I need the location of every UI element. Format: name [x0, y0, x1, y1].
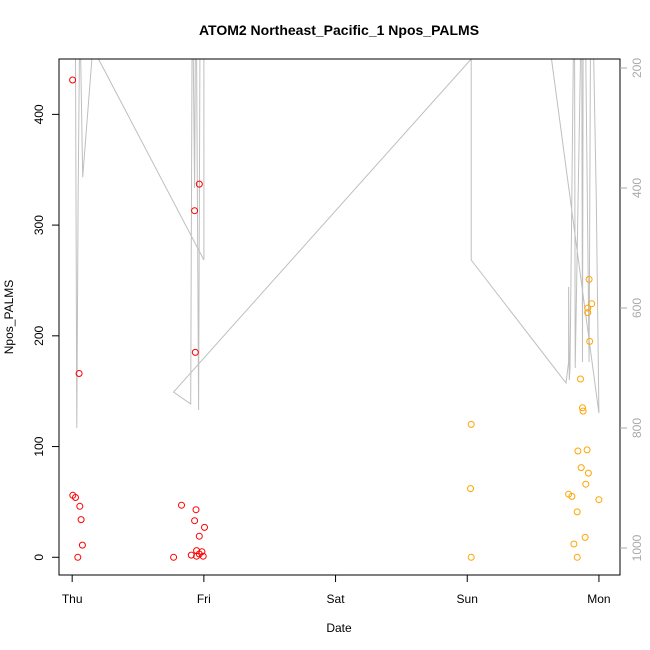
altitude-line-layer — [72, 59, 600, 429]
right-axis-tick-label: 1000 — [630, 534, 644, 561]
x-tick-label: Thu — [62, 592, 83, 606]
orange-data-point — [579, 404, 586, 412]
x-axis: Thu Fri Sat Sun Mon — [62, 575, 611, 606]
altitude-line — [72, 59, 600, 429]
right-axis: 200 400 600 800 1000 — [620, 58, 644, 561]
red-data-point — [76, 502, 84, 510]
orange-data-point — [467, 420, 475, 428]
y-tick-label: 100 — [32, 436, 46, 456]
x-tick-label: Sun — [457, 592, 478, 606]
y-tick-label: 300 — [32, 215, 46, 235]
orange-data-point — [583, 446, 591, 454]
red-data-point — [191, 517, 199, 525]
red-data-point — [195, 532, 203, 540]
orange-data-point — [467, 553, 475, 561]
orange-data-point — [574, 447, 582, 455]
red-data-point — [201, 523, 208, 531]
red-data-point — [191, 348, 199, 356]
y-axis: 0 100 200 300 400 — [32, 104, 59, 561]
orange-data-point — [586, 337, 594, 345]
red-data-point — [193, 552, 201, 560]
orange-data-point — [467, 485, 474, 493]
orange-data-point — [573, 508, 581, 516]
right-axis-tick-label: 800 — [630, 418, 644, 438]
orange-data-point — [584, 469, 592, 477]
x-axis-title: Date — [326, 621, 352, 635]
x-tick-label: Fri — [197, 592, 211, 606]
plot-area-frame — [58, 58, 621, 576]
x-tick-label: Sat — [327, 592, 346, 606]
right-axis-tick-label: 600 — [630, 298, 644, 318]
orange-data-point — [573, 553, 581, 561]
red-data-point — [199, 552, 207, 560]
orange-data-point — [570, 540, 578, 548]
red-data-point — [74, 553, 82, 561]
red-data-point — [192, 506, 200, 514]
red-data-point — [78, 541, 86, 549]
orange-data-point — [568, 492, 576, 500]
red-data-point — [72, 494, 79, 501]
y-tick-label: 400 — [32, 104, 46, 124]
orange-data-point — [579, 407, 587, 415]
points-layer — [69, 76, 603, 561]
y-tick-label: 0 — [32, 554, 46, 561]
chart-title: ATOM2 Northeast_Pacific_1 Npos_PALMS — [199, 22, 479, 38]
orange-data-point — [595, 496, 603, 504]
red-data-point — [195, 180, 203, 188]
orange-data-point — [581, 533, 589, 541]
right-axis-tick-label: 200 — [630, 58, 644, 78]
orange-data-point — [577, 464, 585, 472]
orange-data-point — [588, 300, 596, 308]
orange-data-point — [582, 480, 590, 488]
right-axis-tick-label: 400 — [630, 178, 644, 198]
red-data-point — [170, 553, 178, 561]
red-data-point — [77, 516, 85, 524]
red-data-point — [178, 501, 185, 509]
y-tick-label: 200 — [32, 325, 46, 345]
x-tick-label: Mon — [587, 592, 610, 606]
orange-data-point — [577, 375, 584, 383]
red-data-point — [75, 370, 83, 377]
y-axis-title: Npos_PALMS — [2, 280, 16, 354]
orange-data-point — [584, 304, 592, 312]
orange-data-point — [584, 309, 592, 317]
orange-data-point — [585, 275, 593, 283]
red-data-point — [191, 207, 199, 215]
red-data-point — [69, 76, 77, 84]
red-data-point — [187, 551, 195, 559]
